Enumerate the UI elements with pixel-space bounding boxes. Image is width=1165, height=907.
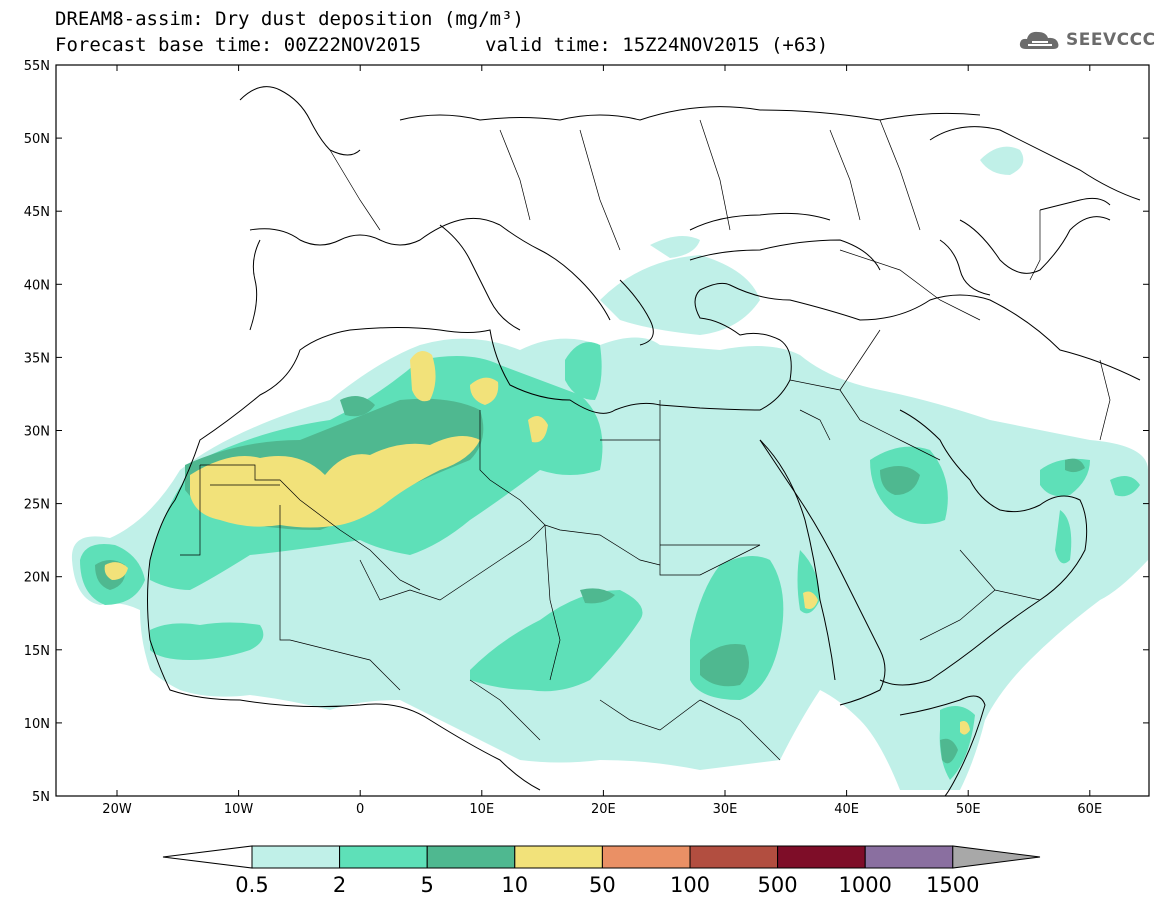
lon-label: 0 xyxy=(356,802,364,817)
forecast-base-time: Forecast base time: 00Z22NOV2015 xyxy=(55,34,422,56)
colorbar-swatch xyxy=(864,845,954,869)
map-field xyxy=(71,86,1148,796)
colorbar-swatch xyxy=(689,845,779,869)
latitude-axis: 55N 50N 45N 40N 35N 30N 25N 20N 15N 10N 5N xyxy=(24,59,1149,805)
lat-label: 55N xyxy=(24,59,50,74)
dust-level-4 xyxy=(104,351,970,735)
colorbar-label: 5 xyxy=(421,873,434,897)
colorbar-label: 1500 xyxy=(926,873,979,897)
logo-text: SEEVCCC xyxy=(1066,30,1156,50)
lon-label: 10E xyxy=(469,802,494,817)
colorbar-swatch xyxy=(514,845,603,869)
lat-label: 5N xyxy=(32,790,50,805)
lon-label: 20W xyxy=(102,802,132,817)
colorbar-swatch xyxy=(339,845,428,869)
lat-label: 40N xyxy=(24,278,50,293)
lon-label: 30E xyxy=(713,802,738,817)
valid-time: valid time: 15Z24NOV2015 (+63) xyxy=(485,34,829,56)
colorbar-label: 0.5 xyxy=(235,873,268,897)
map-title: DREAM8-assim: Dry dust deposition (mg/m³… xyxy=(55,8,524,30)
lat-label: 30N xyxy=(24,425,50,440)
colorbar-swatch xyxy=(601,845,691,869)
lon-label: 50E xyxy=(956,802,981,817)
lat-label: 35N xyxy=(24,351,50,366)
lon-label: 40E xyxy=(834,802,859,817)
lon-label: 60E xyxy=(1077,802,1102,817)
colorbar-label: 500 xyxy=(758,873,798,897)
colorbar-label: 100 xyxy=(670,873,710,897)
lat-label: 15N xyxy=(24,644,50,659)
lat-label: 25N xyxy=(24,498,50,513)
colorbar-swatch xyxy=(251,845,341,869)
lat-label: 50N xyxy=(24,132,50,147)
lat-label: 20N xyxy=(24,571,50,586)
colorbar-under-arrow xyxy=(162,845,253,869)
lon-label: 10W xyxy=(224,802,254,817)
colorbar-label: 10 xyxy=(501,873,528,897)
colorbar-label: 2 xyxy=(333,873,346,897)
colorbar-swatch xyxy=(777,845,866,869)
colorbar-swatch xyxy=(426,845,516,869)
lon-label: 20E xyxy=(591,802,616,817)
longitude-axis: 20W 10W 0 10E 20E 30E 40E 50E 60E xyxy=(102,65,1102,817)
seevccc-logo: SEEVCCC xyxy=(1018,28,1156,52)
country-borders xyxy=(180,119,1111,761)
colorbar-over-arrow xyxy=(952,845,1041,869)
cloud-icon xyxy=(1019,31,1059,49)
lat-label: 45N xyxy=(24,205,50,220)
colorbar-label: 50 xyxy=(589,873,616,897)
lat-label: 10N xyxy=(24,717,50,732)
colorbar-label: 1000 xyxy=(838,873,891,897)
